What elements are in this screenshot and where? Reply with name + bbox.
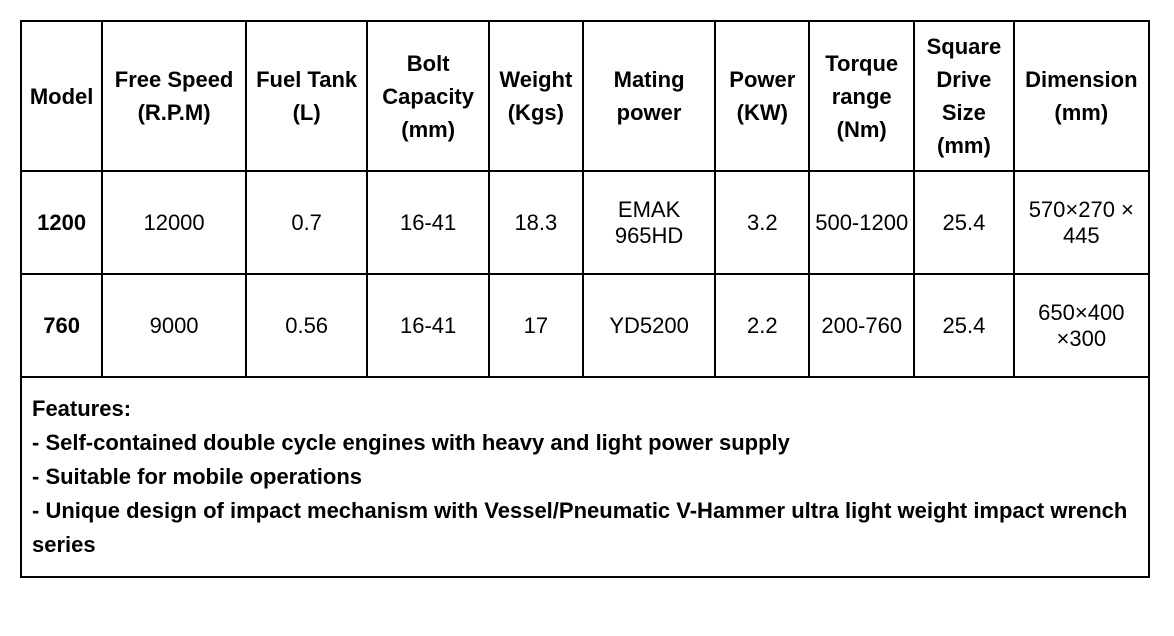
feature-item: - Unique design of impact mechanism with… (32, 498, 1127, 557)
cell-model: 1200 (21, 171, 102, 274)
cell-power: 2.2 (715, 274, 809, 377)
cell-square-drive: 25.4 (914, 274, 1013, 377)
col-header-fuel-tank: Fuel Tank (L) (246, 21, 368, 171)
col-header-model: Model (21, 21, 102, 171)
cell-fuel-tank: 0.7 (246, 171, 368, 274)
cell-mating-power: EMAK 965HD (583, 171, 716, 274)
cell-bolt-capacity: 16-41 (367, 171, 489, 274)
cell-torque-range: 500-1200 (809, 171, 914, 274)
feature-item: - Suitable for mobile operations (32, 464, 362, 489)
cell-free-speed: 12000 (102, 171, 246, 274)
table-features-row: Features: - Self-contained double cycle … (21, 377, 1149, 577)
cell-torque-range: 200-760 (809, 274, 914, 377)
col-header-power: Power (KW) (715, 21, 809, 171)
col-header-bolt-capacity: Bolt Capacity (mm) (367, 21, 489, 171)
features-title: Features: (32, 396, 131, 421)
spec-table: Model Free Speed (R.P.M) Fuel Tank (L) B… (20, 20, 1150, 578)
cell-dimension: 650×400 ×300 (1014, 274, 1149, 377)
table-header-row: Model Free Speed (R.P.M) Fuel Tank (L) B… (21, 21, 1149, 171)
feature-item: - Self-contained double cycle engines wi… (32, 430, 790, 455)
cell-bolt-capacity: 16-41 (367, 274, 489, 377)
col-header-dimension: Dimension (mm) (1014, 21, 1149, 171)
cell-model: 760 (21, 274, 102, 377)
cell-square-drive: 25.4 (914, 171, 1013, 274)
cell-weight: 17 (489, 274, 583, 377)
cell-free-speed: 9000 (102, 274, 246, 377)
col-header-square-drive: Square Drive Size (mm) (914, 21, 1013, 171)
cell-power: 3.2 (715, 171, 809, 274)
cell-dimension: 570×270 × 445 (1014, 171, 1149, 274)
table-row: 1200 12000 0.7 16-41 18.3 EMAK 965HD 3.2… (21, 171, 1149, 274)
cell-mating-power: YD5200 (583, 274, 716, 377)
col-header-mating-power: Mating power (583, 21, 716, 171)
col-header-weight: Weight (Kgs) (489, 21, 583, 171)
features-cell: Features: - Self-contained double cycle … (21, 377, 1149, 577)
table-row: 760 9000 0.56 16-41 17 YD5200 2.2 200-76… (21, 274, 1149, 377)
cell-fuel-tank: 0.56 (246, 274, 368, 377)
cell-weight: 18.3 (489, 171, 583, 274)
col-header-torque-range: Torque range (Nm) (809, 21, 914, 171)
col-header-free-speed: Free Speed (R.P.M) (102, 21, 246, 171)
